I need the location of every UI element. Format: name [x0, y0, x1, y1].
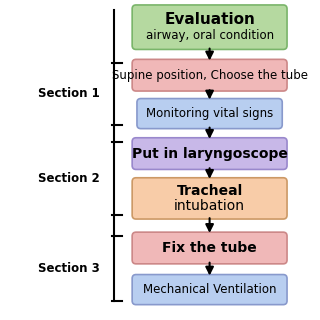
Text: Supine position, Choose the tube: Supine position, Choose the tube [112, 69, 308, 82]
Text: Put in laryngoscope: Put in laryngoscope [132, 147, 288, 161]
FancyBboxPatch shape [132, 275, 287, 305]
Text: Evaluation: Evaluation [164, 12, 255, 27]
FancyBboxPatch shape [132, 232, 287, 264]
Text: Section 1: Section 1 [38, 87, 100, 100]
Text: Section 2: Section 2 [38, 172, 100, 185]
Text: Mechanical Ventilation: Mechanical Ventilation [143, 283, 276, 296]
FancyBboxPatch shape [132, 138, 287, 170]
Text: Section 3: Section 3 [38, 262, 100, 275]
Text: Monitoring vital signs: Monitoring vital signs [146, 107, 273, 120]
Text: airway, oral condition: airway, oral condition [146, 29, 274, 42]
FancyBboxPatch shape [132, 178, 287, 219]
Text: intubation: intubation [174, 199, 245, 213]
Text: Fix the tube: Fix the tube [162, 241, 257, 255]
Text: Tracheal: Tracheal [176, 184, 243, 198]
FancyBboxPatch shape [137, 99, 282, 129]
FancyBboxPatch shape [132, 60, 287, 91]
FancyBboxPatch shape [132, 5, 287, 49]
